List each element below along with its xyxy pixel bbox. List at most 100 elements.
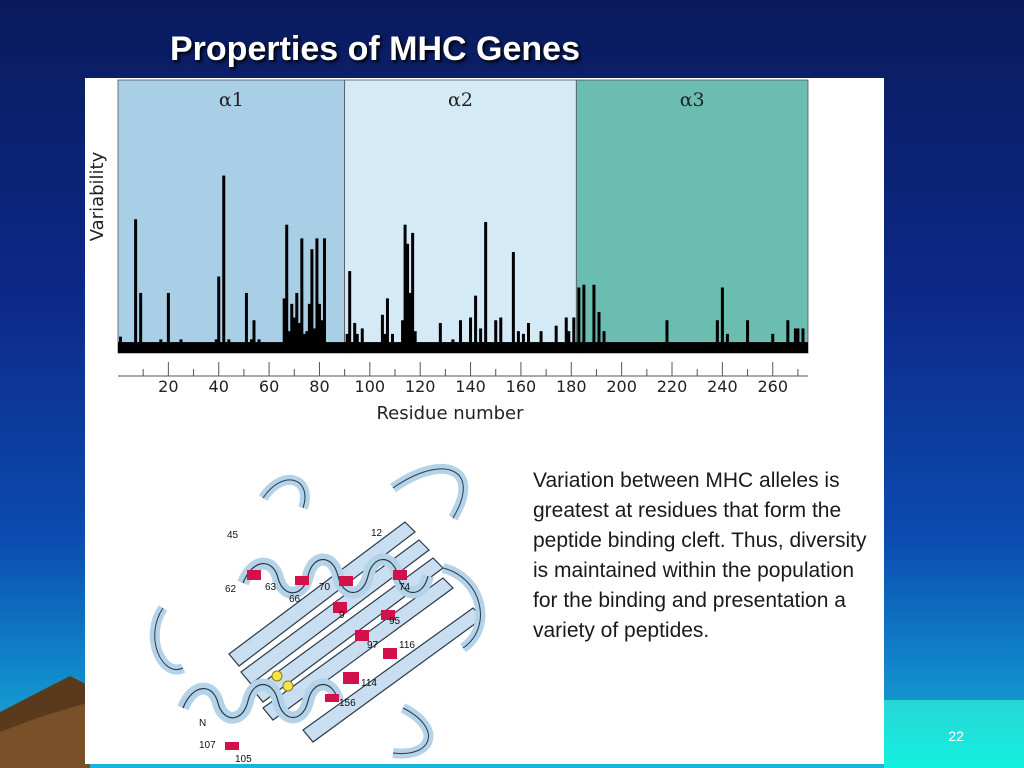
variability-bar [252,320,256,353]
variability-bar [244,292,248,353]
x-tick-label: 100 [355,377,386,396]
variability-bar [499,317,503,353]
variability-bar [577,287,581,353]
mountain-decoration [0,676,90,768]
protein-label: 156 [339,698,356,709]
variability-bar [217,276,221,353]
variability-bar [746,320,750,353]
variability-bar [307,303,311,353]
protein-label: 105 [235,754,252,764]
variability-chart: α1 α2 α3 20 40 60 80 100 120 140 160 180 200 220 240 26… [87,79,809,424]
x-tick-label: 140 [455,377,486,396]
variability-bar [479,328,483,353]
slide-title: Properties of MHC Genes [170,30,580,68]
variability-bar [348,271,352,353]
variability-bar [322,238,326,353]
x-tick-label: 80 [309,377,329,396]
variability-bar [292,317,296,353]
variability-bar [385,298,389,353]
variability-bar [166,292,170,353]
page-number: 22 [948,728,964,744]
protein-label: 70 [319,582,331,593]
x-tick-label: 120 [405,377,436,396]
variability-bar [401,320,405,353]
variability-bar [786,320,790,353]
variability-bar [796,328,800,353]
protein-label: N [199,718,206,729]
domain-region-1 [117,79,346,354]
variability-bar [438,322,442,353]
domain-region-2 [344,79,577,354]
variability-bar [315,238,319,353]
protein-label: 63 [265,582,277,593]
variability-bar [295,292,299,353]
domain-region-3 [575,79,809,354]
variability-bar [403,224,407,353]
variability-bar [320,320,324,353]
variability-bar [406,243,410,353]
variability-bar [801,328,805,353]
variability-bar [494,320,498,353]
protein-label: 95 [389,616,401,627]
variability-bar [290,303,294,353]
domain-label: α1 [219,89,244,111]
x-tick-label: 40 [209,377,229,396]
mhc-protein-ribbon-diagram: 45 12 62 63 66 70 74 9 95 97 116 114 156… [149,463,486,764]
x-tick-label: 180 [556,377,587,396]
variability-bar [715,320,719,353]
protein-label: 9 [339,610,345,621]
x-tick-label: 60 [259,377,279,396]
variability-bar [282,298,286,353]
variability-bar [300,238,304,353]
figure-panel: α1 α2 α3 20 40 60 80 100 120 140 160 180 200 220 240 26… [85,78,884,764]
protein-label: 116 [399,640,415,651]
x-axis-label: Residue number [376,403,524,424]
variability-bar [458,320,462,353]
variability-bar [285,224,289,353]
domain-label: α2 [448,89,473,111]
variability-bar [312,328,316,353]
x-tick-label: 260 [757,377,788,396]
variability-bar [134,219,138,353]
variability-bar [484,221,488,353]
x-tick-label: 160 [506,377,537,396]
figure-caption: Variation between MHC alleles is greates… [533,469,867,642]
protein-label: 114 [361,678,377,689]
protein-label: 97 [367,640,379,651]
variability-bar [139,292,143,353]
variability-bar [592,284,596,353]
protein-label: 66 [289,594,301,605]
variability-bar [720,287,724,353]
variability-bar [408,292,412,353]
variability-bar [474,295,478,353]
variability-bar [353,322,357,353]
variability-bar [582,284,586,353]
protein-label: 45 [227,530,239,541]
variability-bar [360,328,364,353]
variability-bar [564,317,568,353]
x-tick-label: 220 [657,377,688,396]
variability-bar [526,322,530,353]
protein-label: 74 [399,582,411,593]
protein-label: 12 [371,528,383,539]
x-tick-label: 200 [606,377,637,396]
baseline-bar [118,342,808,353]
variability-bar [554,325,558,353]
variability-bar [222,175,226,353]
protein-label: 107 [199,740,216,751]
variability-bar [665,320,669,353]
variability-bar [411,232,415,353]
variability-bar [793,328,797,353]
domain-label: α3 [680,89,705,111]
variability-bar [511,251,515,353]
variability-bar [380,314,384,353]
x-tick-label: 240 [707,377,738,396]
y-axis-label: Variability [87,151,108,241]
footer-accent-bar [884,700,1024,768]
variability-bar [297,322,301,353]
variability-bar [317,303,321,353]
variability-bar [572,317,576,353]
variability-bar [310,249,314,353]
x-tick-label: 20 [158,377,178,396]
protein-label: 62 [225,584,237,595]
